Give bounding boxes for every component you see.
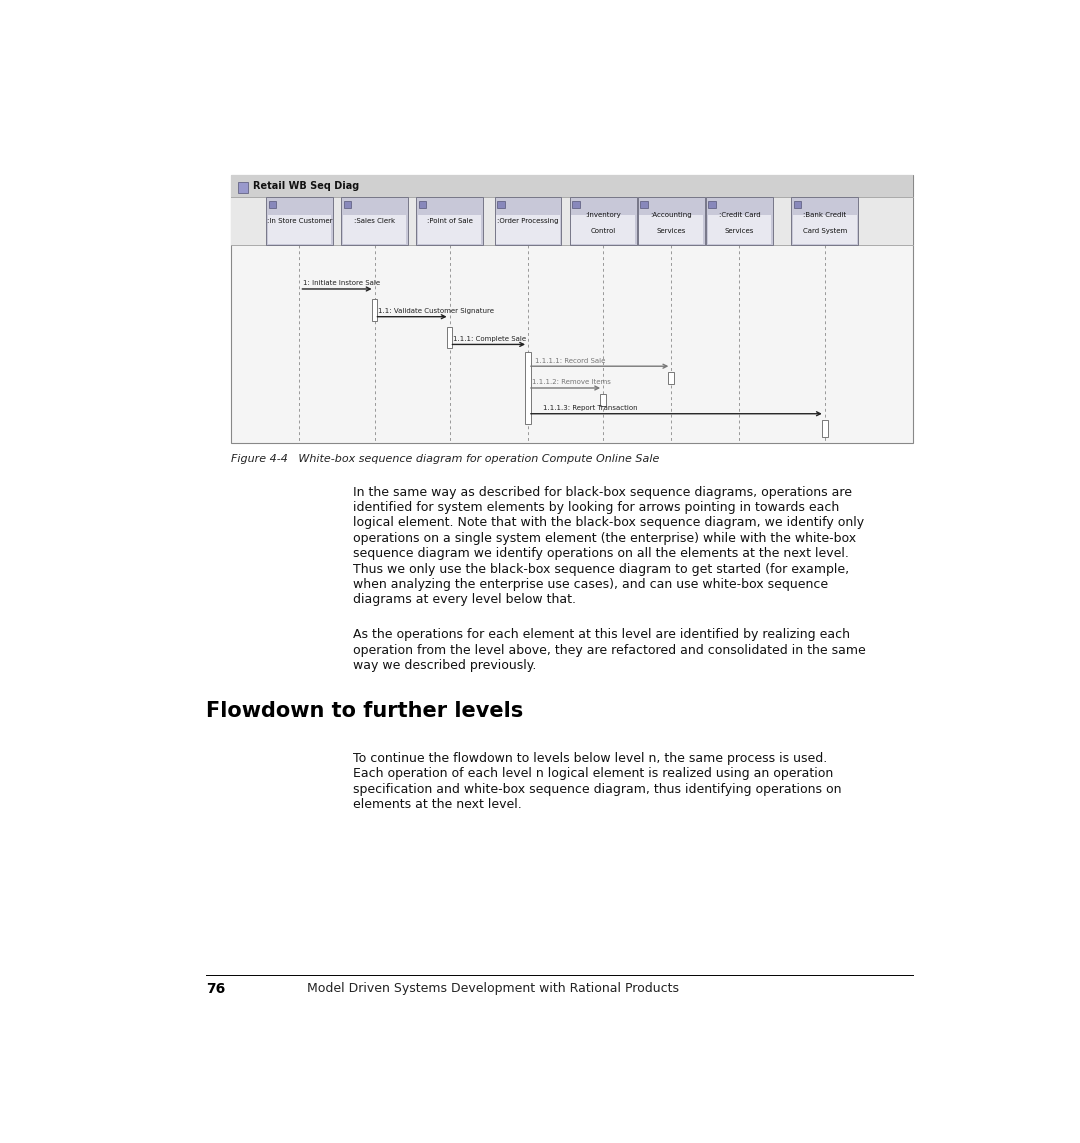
Text: logical element. Note that with the black-box sequence diagram, we identify only: logical element. Note that with the blac… (352, 517, 864, 529)
Bar (669, 373, 674, 384)
Text: 1.1.1: Complete Sale: 1.1.1: Complete Sale (454, 336, 527, 342)
Text: :Sales Clerk: :Sales Clerk (354, 218, 395, 224)
Text: :Bank Credit: :Bank Credit (804, 213, 847, 218)
Bar (640, 200, 648, 208)
Text: Model Driven Systems Development with Rational Products: Model Driven Systems Development with Ra… (307, 982, 678, 996)
Bar (600, 394, 606, 406)
Bar (707, 215, 771, 243)
Bar (343, 200, 351, 208)
Text: :Point of Sale: :Point of Sale (427, 218, 472, 224)
Text: diagrams at every level below that.: diagrams at every level below that. (352, 593, 576, 607)
Bar (794, 200, 801, 208)
Text: Retail WB Seq Diag: Retail WB Seq Diag (253, 181, 360, 191)
Bar (447, 327, 453, 349)
Text: :Accounting: :Accounting (650, 213, 692, 218)
Bar (416, 197, 483, 246)
Text: Thus we only use the black-box sequence diagram to get started (for example,: Thus we only use the black-box sequence … (352, 562, 849, 576)
Bar (495, 197, 562, 246)
Bar (372, 298, 377, 321)
Bar (708, 200, 716, 208)
Bar (342, 215, 406, 243)
Text: 76: 76 (206, 982, 226, 996)
Text: sequence diagram we identify operations on all the elements at the next level.: sequence diagram we identify operations … (352, 547, 849, 560)
Bar (269, 200, 276, 208)
Bar (525, 352, 531, 424)
Text: Services: Services (657, 227, 686, 234)
Bar (268, 215, 332, 243)
Bar (572, 200, 580, 208)
Text: operations on a single system element (the enterprise) while with the white-box: operations on a single system element (t… (352, 531, 855, 545)
Bar (231, 197, 914, 246)
Bar (639, 215, 703, 243)
Text: Control: Control (591, 227, 616, 234)
Text: when analyzing the enterprise use cases), and can use white-box sequence: when analyzing the enterprise use cases)… (352, 578, 827, 591)
Bar (822, 419, 827, 438)
Bar (706, 197, 773, 246)
Bar (419, 200, 427, 208)
Text: specification and white-box sequence diagram, thus identifying operations on: specification and white-box sequence dia… (352, 783, 841, 796)
Bar (418, 215, 482, 243)
Text: Figure 4-4   White-box sequence diagram for operation Compute Online Sale: Figure 4-4 White-box sequence diagram fo… (231, 454, 660, 464)
Bar (571, 215, 635, 243)
Text: :Inventory: :Inventory (585, 213, 621, 218)
Text: 1.1.1.2: Remove Items: 1.1.1.2: Remove Items (531, 379, 610, 385)
Text: 1.1: Validate Customer Signature: 1.1: Validate Customer Signature (378, 309, 495, 314)
Bar (569, 197, 636, 246)
Bar (266, 197, 333, 246)
Text: :In Store Customer: :In Store Customer (267, 218, 333, 224)
Bar (231, 175, 914, 443)
Text: As the operations for each element at this level are identified by realizing eac: As the operations for each element at th… (352, 629, 850, 641)
Text: Flowdown to further levels: Flowdown to further levels (206, 701, 524, 721)
Bar (496, 215, 559, 243)
Text: Card System: Card System (802, 227, 847, 234)
Bar (341, 197, 408, 246)
Text: 1.1.1.1: Record Sale: 1.1.1.1: Record Sale (536, 358, 606, 363)
Text: elements at the next level.: elements at the next level. (352, 798, 522, 812)
Text: To continue the flowdown to levels below level n, the same process is used.: To continue the flowdown to levels below… (352, 752, 827, 765)
Bar (238, 182, 248, 193)
Text: operation from the level above, they are refactored and consolidated in the same: operation from the level above, they are… (352, 644, 865, 657)
Text: 1.1.1.3: Report Transaction: 1.1.1.3: Report Transaction (543, 405, 637, 411)
Text: Each operation of each level n logical element is realized using an operation: Each operation of each level n logical e… (352, 767, 833, 781)
Text: identified for system elements by looking for arrows pointing in towards each: identified for system elements by lookin… (352, 501, 839, 514)
Text: In the same way as described for black-box sequence diagrams, operations are: In the same way as described for black-b… (352, 486, 852, 498)
Bar (231, 175, 914, 197)
Bar (497, 200, 504, 208)
Bar (638, 197, 705, 246)
Text: :Order Processing: :Order Processing (497, 218, 558, 224)
Text: way we described previously.: way we described previously. (352, 660, 536, 672)
Bar (793, 215, 856, 243)
Bar (792, 197, 859, 246)
Text: :Credit Card: :Credit Card (718, 213, 760, 218)
Text: Services: Services (725, 227, 754, 234)
Text: 1: Initiate Instore Sale: 1: Initiate Instore Sale (303, 280, 380, 287)
